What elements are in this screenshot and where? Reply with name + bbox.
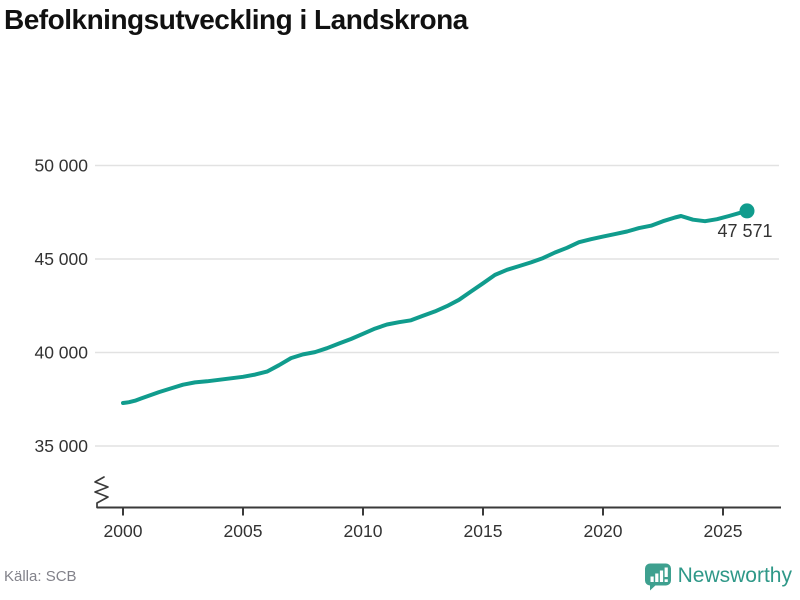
x-tick-label: 2025 — [704, 521, 743, 541]
x-tick-label: 2015 — [464, 521, 503, 541]
x-tick-label: 2000 — [104, 521, 143, 541]
footer: Källa: SCB Newsworthy — [0, 560, 800, 592]
x-tick-label: 2010 — [344, 521, 383, 541]
population-chart: 35 000 40 000 45 000 50 000 2000 2005 2010 2015… — [34, 156, 781, 541]
end-point-dot — [739, 203, 755, 219]
end-value-label: 47 571 — [717, 221, 772, 241]
page-title: Befolkningsutveckling i Landskrona — [4, 4, 468, 35]
y-tick-label: 35 000 — [34, 436, 88, 456]
newsworthy-brand: Newsworthy — [644, 562, 792, 591]
axis-break-icon — [94, 476, 109, 509]
population-line — [121, 208, 749, 405]
y-tick-label: 45 000 — [34, 249, 88, 269]
newsworthy-bar-chart-bubble-icon — [644, 563, 671, 590]
x-tick-label: 2005 — [224, 521, 263, 541]
y-tick-label: 50 000 — [34, 156, 88, 176]
source-label: Källa: SCB — [4, 567, 77, 585]
brand-name: Newsworthy — [677, 564, 792, 587]
y-tick-label: 40 000 — [34, 343, 88, 363]
x-tick-label: 2020 — [584, 521, 623, 541]
